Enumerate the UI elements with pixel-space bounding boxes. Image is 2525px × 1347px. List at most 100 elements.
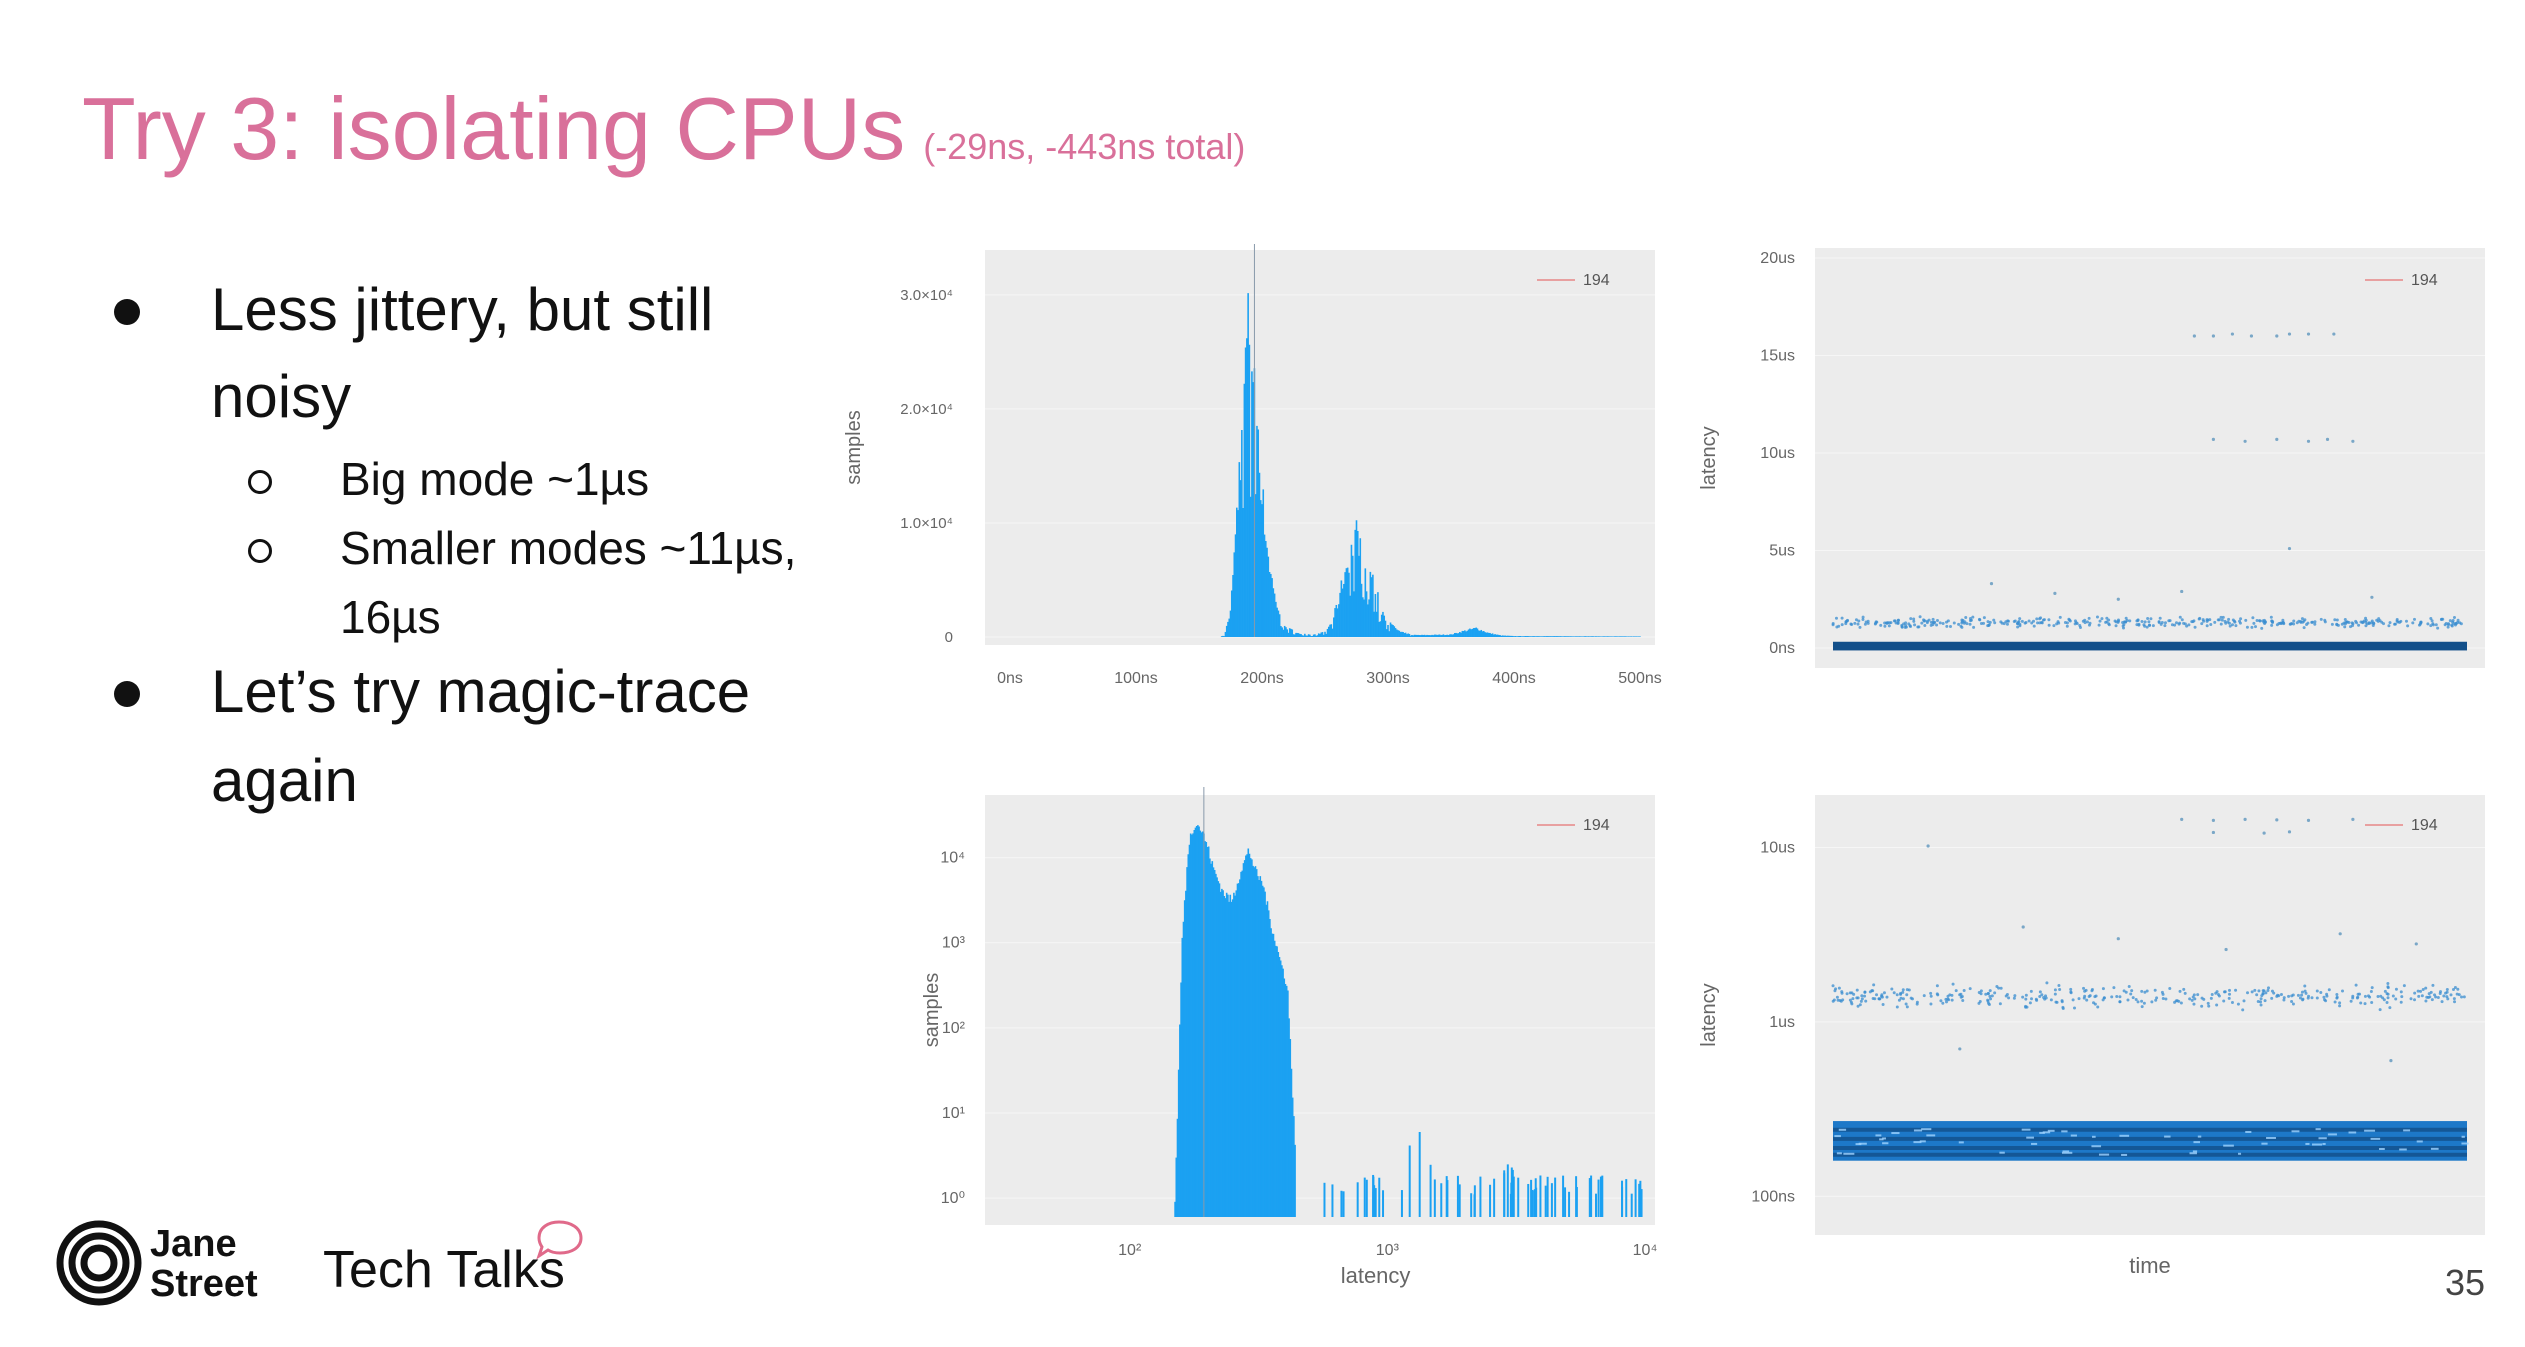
outlier-point <box>1958 1047 1962 1051</box>
scatter-point <box>1850 1002 1854 1006</box>
band-highlight <box>2370 1137 2381 1140</box>
scatter-point <box>2367 622 2371 626</box>
scatter-point <box>2049 998 2053 1002</box>
brand-line-1: Jane <box>150 1223 237 1265</box>
scatter-point <box>1992 618 1996 622</box>
outlier-point <box>2414 942 2418 946</box>
band-highlight <box>2315 1128 2321 1131</box>
scatter-point <box>2315 989 2319 993</box>
scatter-point <box>2101 987 2105 991</box>
scatter-point <box>2302 626 2306 630</box>
scatter-point <box>1850 623 1854 627</box>
scatter-point <box>2217 618 2221 622</box>
outlier-point <box>2211 437 2215 441</box>
scatter-point <box>2058 615 2062 619</box>
scatter-point <box>2236 1002 2240 1006</box>
scatter-point <box>2434 623 2438 627</box>
scatter-point <box>1901 988 1905 992</box>
scatter-point <box>2073 622 2077 626</box>
scatter-point <box>1868 990 1872 994</box>
scatter-point <box>2330 622 2334 626</box>
scatter-point <box>1963 620 1967 624</box>
band-highlight <box>2416 1140 2423 1143</box>
scatter-point <box>2221 615 2225 619</box>
y-axis-label: latency <box>1698 426 1720 489</box>
scatter-point <box>1952 621 1956 625</box>
scatter-point <box>2452 615 2456 619</box>
page-number: 35 <box>2444 1262 2485 1303</box>
scatter-point <box>2417 623 2421 627</box>
y-tick-label: 1us <box>1769 1014 1795 1031</box>
scatter-point <box>2122 626 2126 630</box>
scatter-point <box>2394 997 2398 1001</box>
scatter-point <box>2270 623 2274 627</box>
scatter-point <box>1947 998 1951 1002</box>
scatter-point <box>2147 620 2151 624</box>
scatter-point <box>2448 619 2452 623</box>
scatter-point <box>2085 620 2089 624</box>
y-tick-label: 20us <box>1760 250 1795 267</box>
scatter-point <box>2382 622 2386 626</box>
scatter-point <box>2036 621 2040 625</box>
x-axis-label: latency <box>1341 1263 1411 1288</box>
band-highlight <box>1882 1137 1886 1140</box>
scatter-point <box>1866 621 1870 625</box>
scatter-point <box>1835 995 1839 999</box>
scatter-point <box>2354 983 2358 987</box>
scatter-point <box>1904 1002 1908 1006</box>
scatter-point <box>2456 618 2460 622</box>
scatter-point <box>2052 624 2056 628</box>
band-highlight <box>2164 1135 2171 1138</box>
outlier-point <box>2249 334 2254 338</box>
scatter-point <box>2027 619 2031 623</box>
scatter-point <box>2110 995 2114 999</box>
scatter-point <box>2289 622 2293 626</box>
scatter-point <box>1854 618 1858 622</box>
legend: 194 <box>1537 817 1610 834</box>
band-highlight <box>2119 1134 2130 1137</box>
scatter-point <box>2395 619 2399 623</box>
scatter-point <box>2292 622 2296 626</box>
plot-area <box>1815 248 2485 668</box>
scatter-point <box>2376 995 2380 999</box>
y-tick-label: 1.0×10⁴ <box>900 515 953 532</box>
scatter-point <box>1945 624 1949 628</box>
scatter-point <box>2097 623 2101 627</box>
histogram-loglog-chart: 10⁰ 10¹ 10² 10³ 10⁴ 10² 10³ 10⁴ samples latency 19… <box>820 780 1670 1320</box>
scatter-point <box>2298 996 2302 1000</box>
band-highlight <box>1891 1132 1900 1135</box>
scatter-point <box>2174 999 2178 1003</box>
scatter-point <box>2424 999 2428 1003</box>
scatter-point <box>2291 993 2295 997</box>
scatter-point <box>2299 620 2303 624</box>
scatter-point <box>2303 989 2307 993</box>
band-highlight <box>2047 1129 2055 1132</box>
scatter-point <box>2260 994 2264 998</box>
scatter-point <box>2057 621 2061 625</box>
scatter-point <box>1899 996 1903 1000</box>
scatter-point <box>2217 994 2221 998</box>
scatter-point <box>2196 993 2200 997</box>
scatter-point <box>2251 616 2255 620</box>
scatter-point <box>2310 620 2314 624</box>
scatter-point <box>2449 993 2453 997</box>
scatter-point <box>1863 994 1867 998</box>
x-axis-label: time <box>2129 1253 2171 1278</box>
scatter-point <box>2098 619 2102 623</box>
scatter-point <box>2085 998 2089 1002</box>
scatter-point <box>1859 999 1863 1003</box>
x-tick-label: 500ns <box>1618 670 1662 687</box>
scatter-point <box>2200 622 2204 626</box>
subbullet-2-line-2: 16µs <box>340 591 441 643</box>
scatter-point <box>1904 623 1908 627</box>
scatter-point <box>2178 615 2182 619</box>
scatter-point <box>1885 995 1889 999</box>
scatter-point <box>2372 622 2376 626</box>
scatter-point <box>1892 619 1896 623</box>
band-highlight <box>2430 1147 2439 1150</box>
scatter-point <box>1888 621 1892 625</box>
scatter-point <box>1941 621 1945 625</box>
scatter-point <box>2282 622 2286 626</box>
y-tick-label: 10⁴ <box>940 850 965 867</box>
scatter-point <box>2094 994 2098 998</box>
